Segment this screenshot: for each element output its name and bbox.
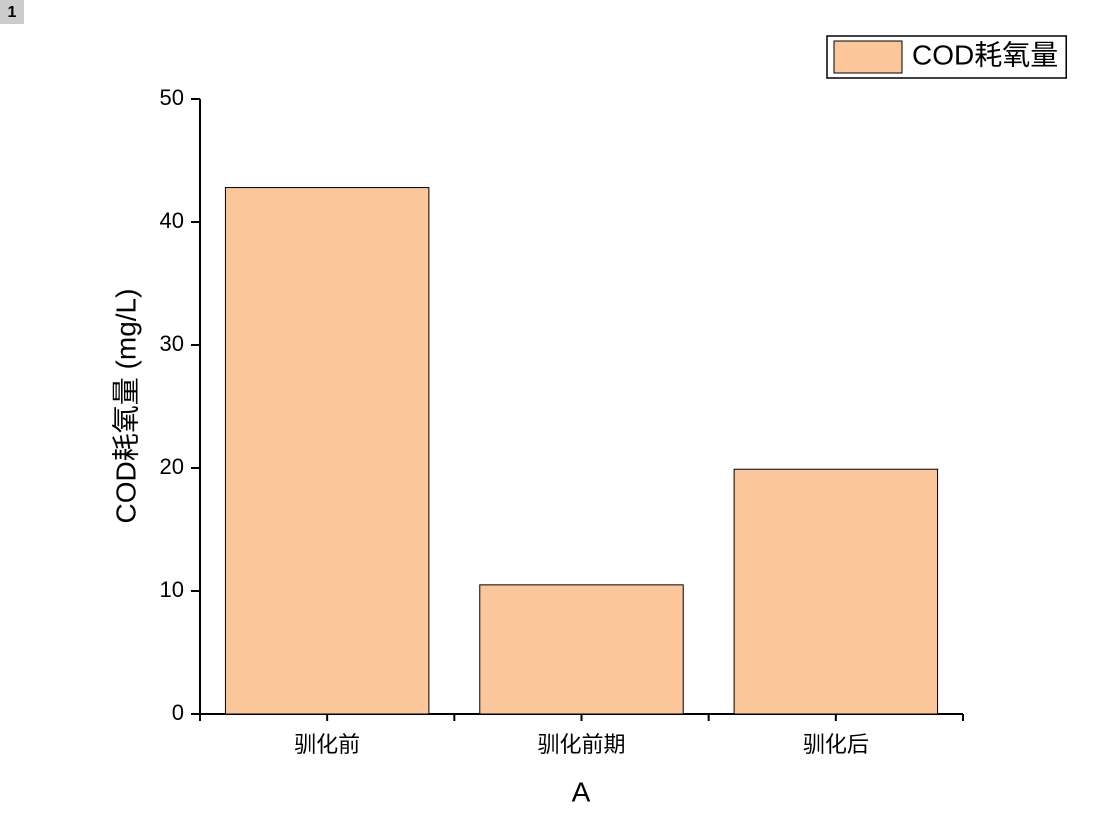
x-tick-label: 驯化前期 — [537, 732, 625, 757]
y-tick-label: 0 — [172, 700, 184, 725]
bar — [479, 584, 684, 715]
y-tick-label: 30 — [160, 331, 184, 356]
legend-swatch — [833, 40, 903, 74]
bar — [224, 187, 430, 715]
x-tick-label: 驯化前 — [294, 732, 360, 757]
y-axis-title: COD耗氧量 (mg/L) — [110, 289, 141, 524]
bar — [733, 468, 939, 715]
y-tick-label: 50 — [160, 85, 184, 110]
x-axis-title: A — [572, 776, 591, 807]
x-tick-label: 驯化后 — [803, 732, 869, 757]
y-tick-label: 10 — [160, 577, 184, 602]
legend-label: COD耗氧量 — [912, 39, 1058, 70]
y-tick-label: 40 — [160, 208, 184, 233]
panel-label: 1 — [8, 4, 17, 21]
legend-box — [826, 35, 1067, 79]
y-tick-label: 20 — [160, 454, 184, 479]
panel-badge — [0, 0, 24, 24]
